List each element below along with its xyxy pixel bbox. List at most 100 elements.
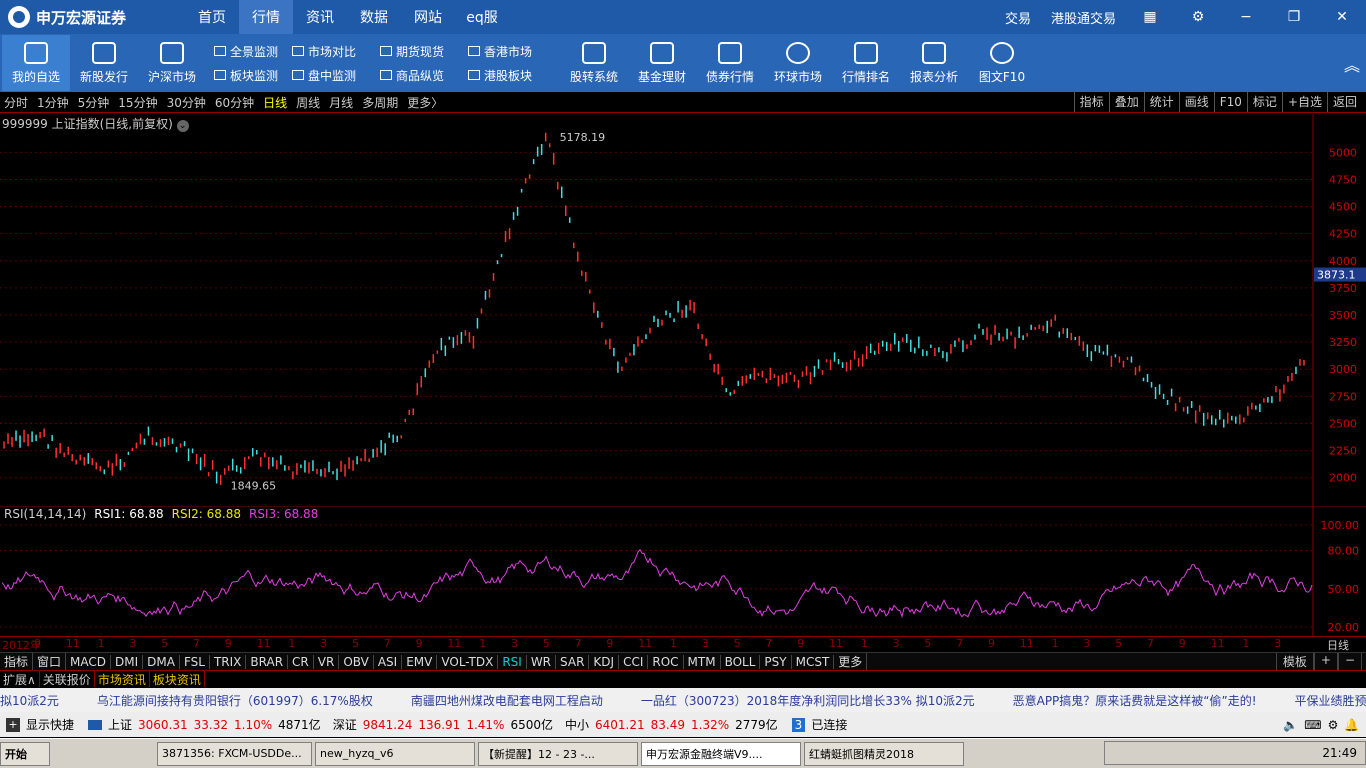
indicator-tab[interactable]: 窗口 [33,653,67,670]
tab-expand[interactable]: 扩展∧ [0,671,40,687]
indicator-tab[interactable]: MACD [66,654,112,669]
tb-sector-monitor[interactable]: 板块监测 [214,63,292,87]
news-lead[interactable]: 拟10派2元 [0,693,59,708]
indicator-tab[interactable]: OBV [339,654,374,669]
indicator-tab[interactable]: WR [527,654,557,669]
period-30m[interactable]: 30分钟 [166,95,206,110]
nav-news[interactable]: 资讯 [306,10,334,26]
task-item-active[interactable]: 申万宏源金融终端V9.... [641,741,801,766]
btn-overlay[interactable]: 叠加 [1108,92,1144,112]
period-week[interactable]: 周线 [296,95,321,110]
indicator-tab[interactable]: CCI [619,654,649,669]
tb-commodity[interactable]: 商品纵览 [380,63,468,87]
period-month[interactable]: 月线 [329,95,354,110]
indicator-tab[interactable]: ASI [374,654,403,669]
connection-status[interactable]: 已连接 [811,718,848,732]
price-chart[interactable]: 2000 2250 2500 2750 3000 3250 3500 3750 4000 4250… [0,114,1366,506]
trade-link[interactable]: 交易 [1004,11,1031,27]
indicator-tab[interactable]: RSI [498,654,527,669]
indicator-tab[interactable]: BRAR [246,654,289,669]
tb-futures[interactable]: 期货现货 [380,39,468,63]
period-multi[interactable]: 多周期 [362,95,399,110]
close-icon[interactable]: ✕ [1336,9,1348,25]
restore-icon[interactable]: ❐ [1287,9,1301,25]
keyboard-icon[interactable]: ⌨ [1304,717,1322,732]
task-item[interactable]: 【新提醒】12 - 23 -... [478,741,638,766]
indicator-tab[interactable]: 更多 [834,653,868,670]
indicator-tab[interactable]: TRIX [210,654,247,669]
indicator-tab[interactable]: MCST [792,654,835,669]
tb-neeq[interactable]: 股转系统 [560,35,628,91]
tb-intraday[interactable]: 盘中监测 [292,63,380,87]
remove-window-button[interactable]: − [1337,653,1362,670]
news-item[interactable]: 一品红（300723）2018年度净利润同比增长33% 拟10派2元 [640,693,975,708]
tab-sector-news[interactable]: 板块资讯 [150,671,205,687]
tb-shsz[interactable]: 沪深市场 [138,35,206,91]
indicator-tab[interactable]: EMV [402,654,438,669]
indicator-tab[interactable]: CR [288,654,314,669]
news-item[interactable]: 乌江能源间接持有贵阳银行（601997）6.17%股权 [96,693,373,708]
btn-back[interactable]: 返回 [1326,92,1362,112]
tb-hk-sector[interactable]: 港股板块 [468,63,560,87]
task-item[interactable]: new_hyzq_v6 [315,741,475,766]
shortcut-label[interactable]: 显示快捷 [26,718,75,732]
indicator-tab[interactable]: FSL [180,654,210,669]
grid-icon[interactable]: ▦ [1143,9,1157,25]
tb-global[interactable]: 环球市场 [764,35,832,91]
dropdown-icon[interactable]: ⌄ [176,120,189,132]
bell-icon[interactable]: 🔔 [1344,717,1360,732]
tab-related-quotes[interactable]: 关联报价 [40,671,95,687]
indicator-tab[interactable]: ROC [648,654,684,669]
tb-favorites[interactable]: 我的自选 [2,35,70,91]
period-day[interactable]: 日线 [263,95,288,110]
nav-service[interactable]: eq服 [466,10,498,26]
tb-ranking[interactable]: 行情排名 [832,35,900,91]
task-item[interactable]: 3871356: FXCM-USDDe... [157,741,312,766]
indicator-tab[interactable]: VOL-TDX [437,654,499,669]
tb-f10[interactable]: 图文F10 [968,35,1036,91]
task-item[interactable]: 红蜻蜓抓图精灵2018 [804,741,964,766]
btn-stats[interactable]: 统计 [1143,92,1179,112]
indicator-tab[interactable]: KDJ [589,654,620,669]
nav-site[interactable]: 网站 [414,10,442,26]
tb-compare[interactable]: 市场对比 [292,39,380,63]
hk-trade-link[interactable]: 港股通交易 [1050,11,1116,27]
btn-mark[interactable]: 标记 [1246,92,1282,112]
tb-fund[interactable]: 基金理财 [628,35,696,91]
nav-data[interactable]: 数据 [360,10,388,26]
indicator-tab[interactable]: DMA [143,654,180,669]
tab-market-news[interactable]: 市场资讯 [95,671,150,687]
volume-icon[interactable]: 🔈 [1283,717,1299,732]
news-item[interactable]: 南疆四地州煤改电配套电网工程启动 [410,693,603,708]
add-window-button[interactable]: + [1313,653,1338,670]
indicator-tab[interactable]: BOLL [721,654,761,669]
minimize-icon[interactable]: − [1240,9,1252,25]
gear-icon[interactable]: ⚙ [1191,9,1205,25]
period-more[interactable]: 更多〉 [407,95,444,110]
nav-quotes[interactable]: 行情 [239,0,293,34]
settings-icon[interactable]: ⚙ [1327,717,1339,732]
indicator-tab[interactable]: PSY [760,654,792,669]
tb-hk-market[interactable]: 香港市场 [468,39,560,63]
indicator-tab[interactable]: 指标 [0,653,34,670]
indicator-tab[interactable]: MTM [684,654,721,669]
btn-f10[interactable]: F10 [1213,92,1247,112]
btn-indicator[interactable]: 指标 [1073,92,1109,112]
period-5m[interactable]: 5分钟 [77,95,110,110]
plus-icon[interactable]: + [6,717,20,732]
indicator-tab[interactable]: SAR [556,654,590,669]
btn-draw[interactable]: 画线 [1178,92,1214,112]
tb-bond[interactable]: 债券行情 [696,35,764,91]
template-button[interactable]: 模板 [1275,653,1314,670]
news-item[interactable]: 恶意APP搞鬼？原来话费就是这样被“偷”走的! [1012,693,1257,708]
tb-panorama[interactable]: 全景监测 [214,39,292,63]
nav-home[interactable]: 首页 [198,10,226,26]
period-60m[interactable]: 60分钟 [214,95,255,110]
tb-report[interactable]: 报表分析 [900,35,968,91]
btn-add-fav[interactable]: +自选 [1281,92,1327,112]
collapse-icon[interactable]: ︽ [1343,56,1360,75]
rsi-chart[interactable]: 20.00 50.00 80.00 100.00 [0,506,1366,636]
start-button[interactable]: 开始 [0,741,50,766]
indicator-tab[interactable]: DMI [111,654,144,669]
period-1m[interactable]: 1分钟 [37,95,69,110]
